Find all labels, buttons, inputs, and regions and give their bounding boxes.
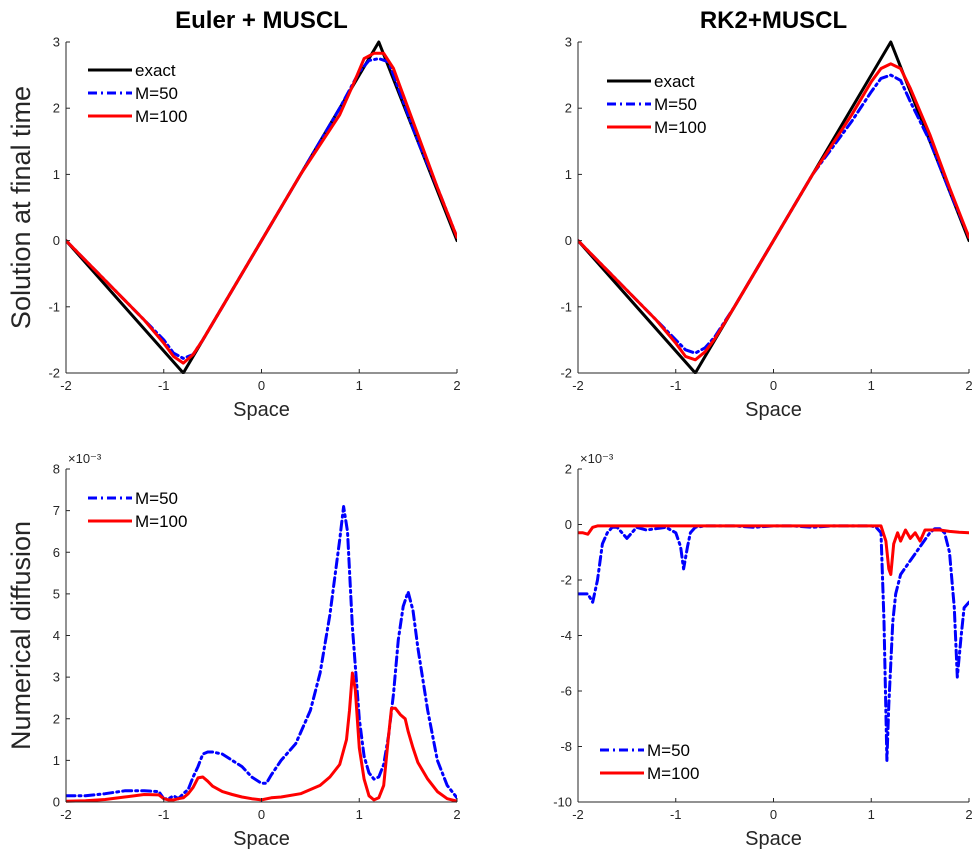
y-tick-label: 0	[565, 517, 572, 532]
y-tick-label: 3	[53, 35, 60, 50]
legend-label: M=50	[135, 489, 178, 508]
x-tick-label: 0	[770, 378, 777, 393]
panel-rk2-solution: -2 -1 0 1 2 -2 -1 0 1 2 3 RK2+MUSCL Space exact M=50 M=…	[560, 7, 972, 421]
series-line-m-100	[66, 51, 457, 365]
y-axis-label: Solution at final time	[6, 86, 36, 329]
x-axis-label: Space	[233, 399, 290, 421]
x-tick-label: 2	[453, 807, 460, 822]
y-tick-label: -2	[48, 366, 60, 381]
chart-title: Euler + MUSCL	[175, 7, 348, 34]
series-line-m-100	[66, 671, 457, 803]
chart-title: RK2+MUSCL	[700, 7, 847, 34]
y-tick-label: -10	[553, 795, 572, 810]
x-axis-label: Space	[745, 399, 802, 421]
y-tick-label: 1	[565, 167, 572, 182]
y-tick-label: -6	[560, 684, 572, 699]
panel-euler-diffusion: -2 -1 0 1 2 0 1 2 3 4 5 6 7 8 ×10⁻³ Space Numerical diff…	[6, 451, 461, 850]
y-tick-label: 0	[565, 233, 572, 248]
y-tick-label: 2	[53, 711, 60, 726]
legend-label: M=100	[135, 107, 187, 126]
legend: exact M=50 M=100	[607, 72, 706, 137]
series-line-m-100	[578, 62, 969, 362]
y-tick-label: 1	[53, 167, 60, 182]
y-tick-label: 3	[565, 35, 572, 50]
series-line-m-100	[578, 524, 969, 576]
y-tick-label: -2	[560, 366, 572, 381]
x-tick-label: 0	[258, 807, 265, 822]
y-tick-label: 2	[53, 101, 60, 116]
panel-euler-solution: -2 -1 0 1 2 -2 -1 0 1 2 3 Euler + MUSCL Space Solutio…	[6, 7, 461, 421]
series-line-m-50	[66, 505, 457, 801]
x-tick-label: -1	[670, 378, 682, 393]
y-exponent-label: ×10⁻³	[68, 451, 102, 466]
x-axis-label: Space	[233, 828, 290, 850]
y-tick-label: 0	[53, 233, 60, 248]
plot-area	[578, 40, 969, 374]
legend: M=50 M=100	[88, 489, 187, 531]
y-tick-label: 1	[53, 753, 60, 768]
y-tick-label: 2	[565, 462, 572, 477]
x-tick-label: 0	[258, 378, 265, 393]
legend-label: M=100	[135, 512, 187, 531]
legend-label: exact	[654, 72, 695, 91]
y-axis-label: Numerical diffusion	[6, 521, 36, 750]
y-tick-label: -8	[560, 739, 572, 754]
x-tick-label: 2	[965, 378, 972, 393]
y-tick-label: 5	[53, 586, 60, 601]
x-tick-label: -1	[670, 807, 682, 822]
plot-area	[578, 524, 969, 762]
y-tick-label: 2	[565, 101, 572, 116]
y-tick-label: -4	[560, 628, 572, 643]
legend-label: M=100	[654, 118, 706, 137]
y-tick-label: 7	[53, 503, 60, 518]
y-tick-label: -2	[560, 573, 572, 588]
x-tick-label: 2	[453, 378, 460, 393]
legend-label: M=100	[647, 764, 699, 783]
plot-area	[66, 40, 457, 374]
y-exponent-label: ×10⁻³	[580, 451, 614, 466]
legend-label: M=50	[654, 95, 697, 114]
y-tick-label: 6	[53, 545, 60, 560]
legend: M=50 M=100	[600, 741, 699, 783]
x-tick-label: -2	[60, 807, 72, 822]
y-tick-label: -1	[48, 299, 60, 314]
x-tick-label: -2	[572, 378, 584, 393]
plot-area	[66, 505, 457, 803]
legend-label: M=50	[135, 84, 178, 103]
legend-label: exact	[135, 61, 176, 80]
x-tick-label: -1	[158, 378, 170, 393]
y-tick-label: 8	[53, 462, 60, 477]
x-tick-label: 2	[965, 807, 972, 822]
y-tick-label: 3	[53, 670, 60, 685]
x-tick-label: 1	[356, 807, 363, 822]
x-tick-label: -2	[572, 807, 584, 822]
x-tick-label: 1	[868, 807, 875, 822]
y-tick-label: 4	[53, 628, 60, 643]
x-tick-label: 1	[868, 378, 875, 393]
y-tick-label: -1	[560, 299, 572, 314]
x-tick-label: -1	[158, 807, 170, 822]
x-tick-label: -2	[60, 378, 72, 393]
y-tick-label: 0	[53, 795, 60, 810]
x-tick-label: 1	[356, 378, 363, 393]
x-axis-label: Space	[745, 828, 802, 850]
legend: exact M=50 M=100	[88, 61, 187, 126]
x-tick-label: 0	[770, 807, 777, 822]
legend-label: M=50	[647, 741, 690, 760]
